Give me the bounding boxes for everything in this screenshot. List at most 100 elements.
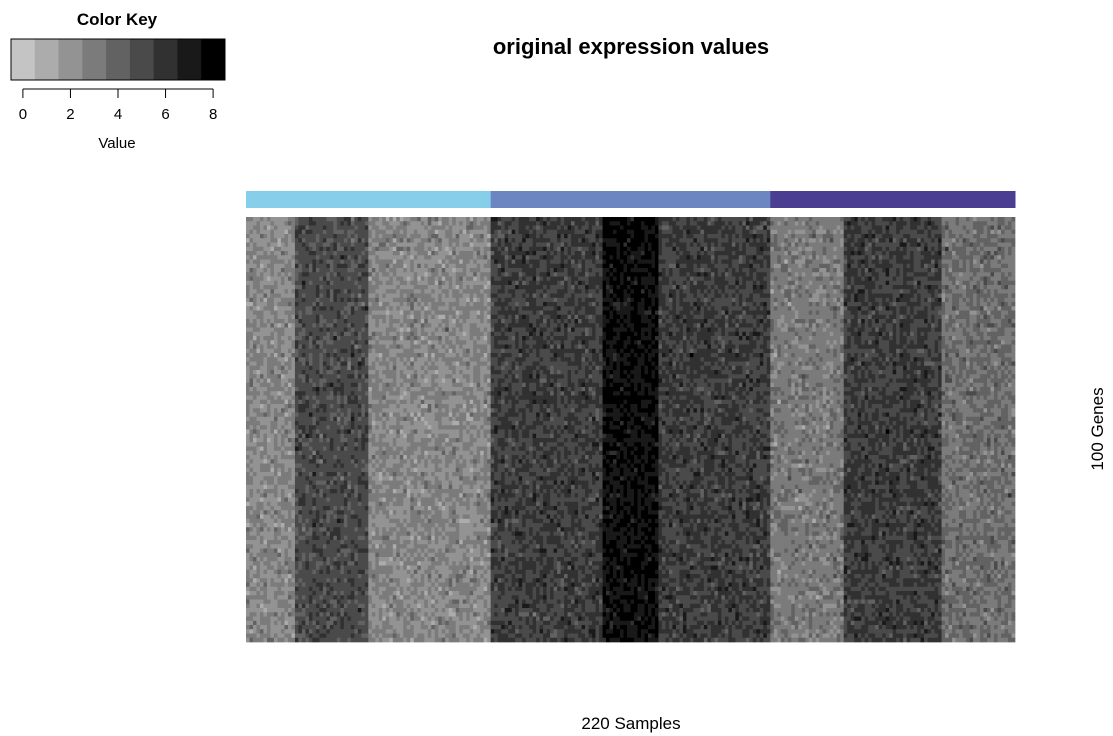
- heatmap-cell: [309, 379, 313, 384]
- heatmap-cell: [298, 617, 302, 622]
- heatmap-cell: [330, 387, 334, 392]
- heatmap-cell: [246, 332, 250, 337]
- heatmap-cell: [295, 289, 299, 294]
- heatmap-cell: [365, 391, 369, 396]
- heatmap-cell: [302, 578, 306, 583]
- heatmap-cell: [344, 311, 348, 316]
- heatmap-cell: [337, 268, 341, 273]
- heatmap-cell: [281, 408, 285, 413]
- heatmap-cell: [382, 366, 386, 371]
- heatmap-cell: [393, 481, 397, 486]
- heatmap-cell: [267, 328, 271, 333]
- heatmap-cell: [270, 510, 274, 515]
- heatmap-cell: [403, 544, 407, 549]
- heatmap-cell: [256, 332, 260, 337]
- heatmap-cell: [246, 583, 250, 588]
- heatmap-cell: [333, 625, 337, 630]
- heatmap-cell: [400, 294, 404, 299]
- heatmap-cell: [246, 489, 250, 494]
- heatmap-cell: [312, 417, 316, 422]
- heatmap-cell: [274, 408, 278, 413]
- heatmap-cell: [246, 510, 250, 515]
- heatmap-cell: [407, 404, 411, 409]
- heatmap-cell: [253, 600, 257, 605]
- heatmap-cell: [295, 421, 299, 426]
- heatmap-cell: [389, 472, 393, 477]
- heatmap-cell: [403, 489, 407, 494]
- heatmap-cell: [312, 510, 316, 515]
- heatmap-cell: [400, 430, 404, 435]
- heatmap-cell: [250, 217, 254, 222]
- heatmap-cell: [344, 595, 348, 600]
- heatmap-cell: [330, 506, 334, 511]
- heatmap-cell: [263, 217, 267, 222]
- heatmap-cell: [312, 540, 316, 545]
- heatmap-cell: [260, 349, 264, 354]
- heatmap-cell: [375, 336, 379, 341]
- heatmap-cell: [337, 260, 341, 265]
- heatmap-cell: [288, 566, 292, 571]
- heatmap-cell: [368, 221, 372, 226]
- heatmap-cell: [351, 574, 355, 579]
- heatmap-cell: [382, 544, 386, 549]
- heatmap-cell: [386, 595, 390, 600]
- heatmap-cell: [267, 451, 271, 456]
- heatmap-cell: [337, 634, 341, 639]
- heatmap-cell: [396, 527, 400, 532]
- heatmap-cell: [382, 430, 386, 435]
- heatmap-cell: [253, 323, 257, 328]
- heatmap-cell: [312, 277, 316, 282]
- heatmap-cell: [260, 532, 264, 537]
- heatmap-cell: [291, 349, 295, 354]
- heatmap-cell: [372, 294, 376, 299]
- heatmap-cell: [274, 255, 278, 260]
- heatmap-cell: [358, 319, 362, 324]
- heatmap-cell: [305, 408, 309, 413]
- heatmap-cell: [407, 634, 411, 639]
- heatmap-cell: [368, 379, 372, 384]
- heatmap-cell: [340, 604, 344, 609]
- heatmap-cell: [382, 638, 386, 643]
- heatmap-cell: [396, 217, 400, 222]
- heatmap-cell: [410, 464, 414, 469]
- heatmap-cell: [326, 515, 330, 520]
- heatmap-cell: [281, 315, 285, 320]
- heatmap-cell: [281, 298, 285, 303]
- heatmap-cell: [347, 366, 351, 371]
- heatmap-cell: [337, 549, 341, 554]
- heatmap-cell: [326, 455, 330, 460]
- heatmap-cell: [298, 612, 302, 617]
- heatmap-cell: [284, 234, 288, 239]
- heatmap-cell: [298, 485, 302, 490]
- heatmap-cell: [403, 421, 407, 426]
- heatmap-cell: [305, 328, 309, 333]
- heatmap-cell: [281, 591, 285, 596]
- heatmap-cell: [267, 349, 271, 354]
- heatmap-cell: [340, 417, 344, 422]
- heatmap-cell: [403, 434, 407, 439]
- heatmap-cell: [274, 549, 278, 554]
- heatmap-cell: [351, 459, 355, 464]
- heatmap-cell: [347, 617, 351, 622]
- heatmap-cell: [417, 442, 421, 447]
- heatmap-cell: [372, 595, 376, 600]
- heatmap-cell: [347, 612, 351, 617]
- heatmap-cell: [396, 277, 400, 282]
- heatmap-cell: [323, 345, 327, 350]
- heatmap-cell: [277, 510, 281, 515]
- heatmap-cell: [302, 311, 306, 316]
- heatmap-cell: [256, 298, 260, 303]
- heatmap-cell: [284, 404, 288, 409]
- heatmap-cell: [291, 408, 295, 413]
- heatmap-cell: [354, 285, 358, 290]
- heatmap-cell: [368, 608, 372, 613]
- heatmap-cell: [417, 230, 421, 235]
- heatmap-cell: [396, 430, 400, 435]
- heatmap-cell: [295, 625, 299, 630]
- heatmap-cell: [260, 366, 264, 371]
- heatmap-cell: [333, 383, 337, 388]
- heatmap-cell: [260, 527, 264, 532]
- heatmap-cell: [389, 243, 393, 248]
- heatmap-cell: [253, 408, 257, 413]
- heatmap-cell: [414, 230, 418, 235]
